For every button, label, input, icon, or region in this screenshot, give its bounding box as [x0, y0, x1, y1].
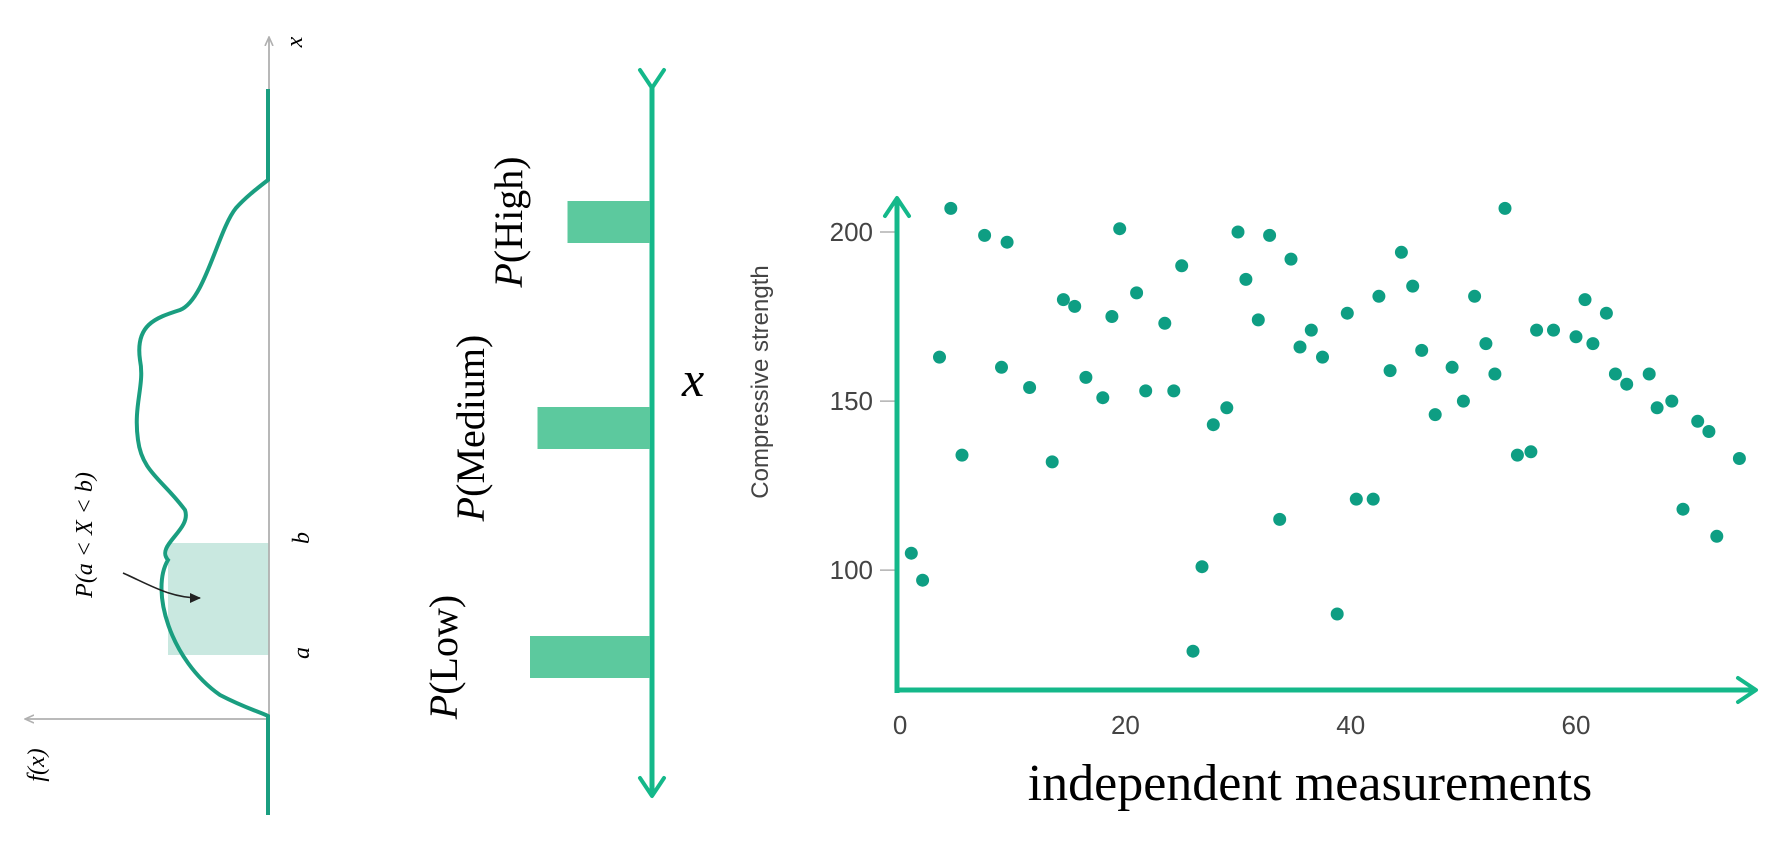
scatter-point — [1167, 384, 1181, 398]
scatter-point — [1479, 337, 1493, 351]
scatter-point — [1056, 293, 1070, 307]
scatter-point — [1372, 289, 1386, 303]
bar-2 — [530, 636, 650, 678]
scatter-x-axis-label: independent measurements — [1028, 755, 1593, 812]
scatter-point — [1620, 377, 1634, 391]
scatter-point — [1665, 394, 1679, 408]
scatter-point — [1510, 448, 1524, 462]
scatter-point — [1498, 201, 1512, 215]
probability-label: P(a < X < b) — [72, 472, 98, 599]
scatter-point — [916, 573, 930, 587]
scatter-point — [1273, 512, 1287, 526]
categorical-bar-panel: x P(High) P(Medium) P(Low) — [421, 68, 704, 798]
x-tick-label: 60 — [1562, 710, 1591, 740]
scatter-point — [1578, 293, 1592, 307]
b-label: b — [289, 532, 315, 544]
scatter-point — [1415, 343, 1429, 357]
scatter-point — [1456, 394, 1470, 408]
y-tick-label: 200 — [830, 217, 873, 247]
scatter-point — [1428, 408, 1442, 422]
scatter-panel: 0 20 40 60 100 150 200 Compressive strength in… — [747, 196, 1758, 812]
scatter-point — [1239, 272, 1253, 286]
scatter-point — [904, 546, 918, 560]
scatter-point — [1068, 299, 1082, 313]
density-panel: x b a P(a < X < b) f(x) — [24, 36, 315, 815]
scatter-point — [1530, 323, 1544, 337]
scatter-point — [1642, 367, 1656, 381]
scatter-point — [1195, 560, 1209, 574]
y-tick-label: 150 — [830, 386, 873, 416]
scatter-point — [1710, 529, 1724, 543]
scatter-point — [1366, 492, 1380, 506]
scatter-point — [1599, 306, 1613, 320]
a-label: a — [289, 647, 315, 659]
scatter-point — [1340, 306, 1354, 320]
scatter-point — [1524, 445, 1538, 459]
scatter-point — [1000, 235, 1014, 249]
scatter-point — [1547, 323, 1560, 337]
scatter-point — [1732, 452, 1746, 465]
scatter-point — [1045, 455, 1059, 469]
scatter-point — [1158, 316, 1172, 330]
bar-axis-label: x — [681, 351, 704, 407]
scatter-point — [1330, 607, 1344, 621]
bar-label-2: P(Low) — [421, 595, 466, 720]
bar-label-1: P(Medium) — [448, 335, 493, 523]
scatter-point — [1702, 425, 1716, 438]
scatter-point — [1488, 367, 1502, 381]
x-tick-label: 20 — [1111, 710, 1140, 740]
scatter-point — [1139, 384, 1153, 398]
scatter-point — [1608, 367, 1622, 381]
bar-1 — [537, 407, 650, 449]
scatter-point — [955, 448, 969, 462]
scatter-point — [1079, 370, 1093, 384]
scatter-point — [1284, 252, 1298, 266]
scatter-point — [1263, 228, 1277, 242]
scatter-points — [904, 201, 1746, 658]
scatter-point — [1231, 225, 1245, 239]
bar-0 — [567, 201, 650, 243]
x-tick-label: 0 — [893, 710, 907, 740]
scatter-point — [978, 228, 992, 242]
scatter-point — [1293, 340, 1307, 354]
scatter-point — [1650, 401, 1664, 415]
scatter-point — [1206, 418, 1220, 432]
scatter-point — [1445, 360, 1459, 374]
scatter-point — [1383, 364, 1397, 378]
density-curve — [134, 89, 270, 815]
scatter-point — [1113, 222, 1127, 236]
scatter-point — [933, 350, 946, 364]
fx-label: f(x) — [24, 748, 50, 781]
scatter-point — [1676, 502, 1690, 516]
density-x-axis-label: x — [282, 36, 308, 48]
scatter-point — [1304, 323, 1318, 337]
scatter-point — [1349, 492, 1363, 506]
scatter-point — [1175, 259, 1189, 273]
scatter-point — [1691, 414, 1705, 428]
scatter-point — [1394, 245, 1408, 259]
bars-group: P(High) P(Medium) P(Low) — [421, 156, 650, 720]
scatter-point — [1096, 391, 1110, 405]
scatter-tick-labels: 0 20 40 60 100 150 200 — [830, 217, 1591, 740]
scatter-point — [1316, 350, 1329, 364]
x-tick-label: 40 — [1336, 710, 1365, 740]
scatter-point — [1105, 310, 1119, 323]
scatter-point — [1251, 313, 1265, 327]
scatter-point — [944, 201, 958, 215]
scatter-y-axis-label: Compressive strength — [747, 265, 774, 498]
scatter-point — [995, 360, 1008, 374]
scatter-point — [1220, 401, 1234, 415]
scatter-point — [1186, 644, 1200, 658]
probability-pointer-arrow — [122, 572, 201, 603]
scatter-point — [1130, 286, 1144, 300]
scatter-point — [1023, 381, 1037, 394]
scatter-point — [1569, 330, 1583, 344]
bar-label-0: P(High) — [486, 156, 531, 288]
scatter-point — [1586, 337, 1600, 351]
probability-shaded-region — [168, 543, 269, 655]
scatter-point — [1468, 289, 1482, 303]
y-tick-label: 100 — [830, 555, 873, 585]
scatter-point — [1406, 279, 1420, 293]
